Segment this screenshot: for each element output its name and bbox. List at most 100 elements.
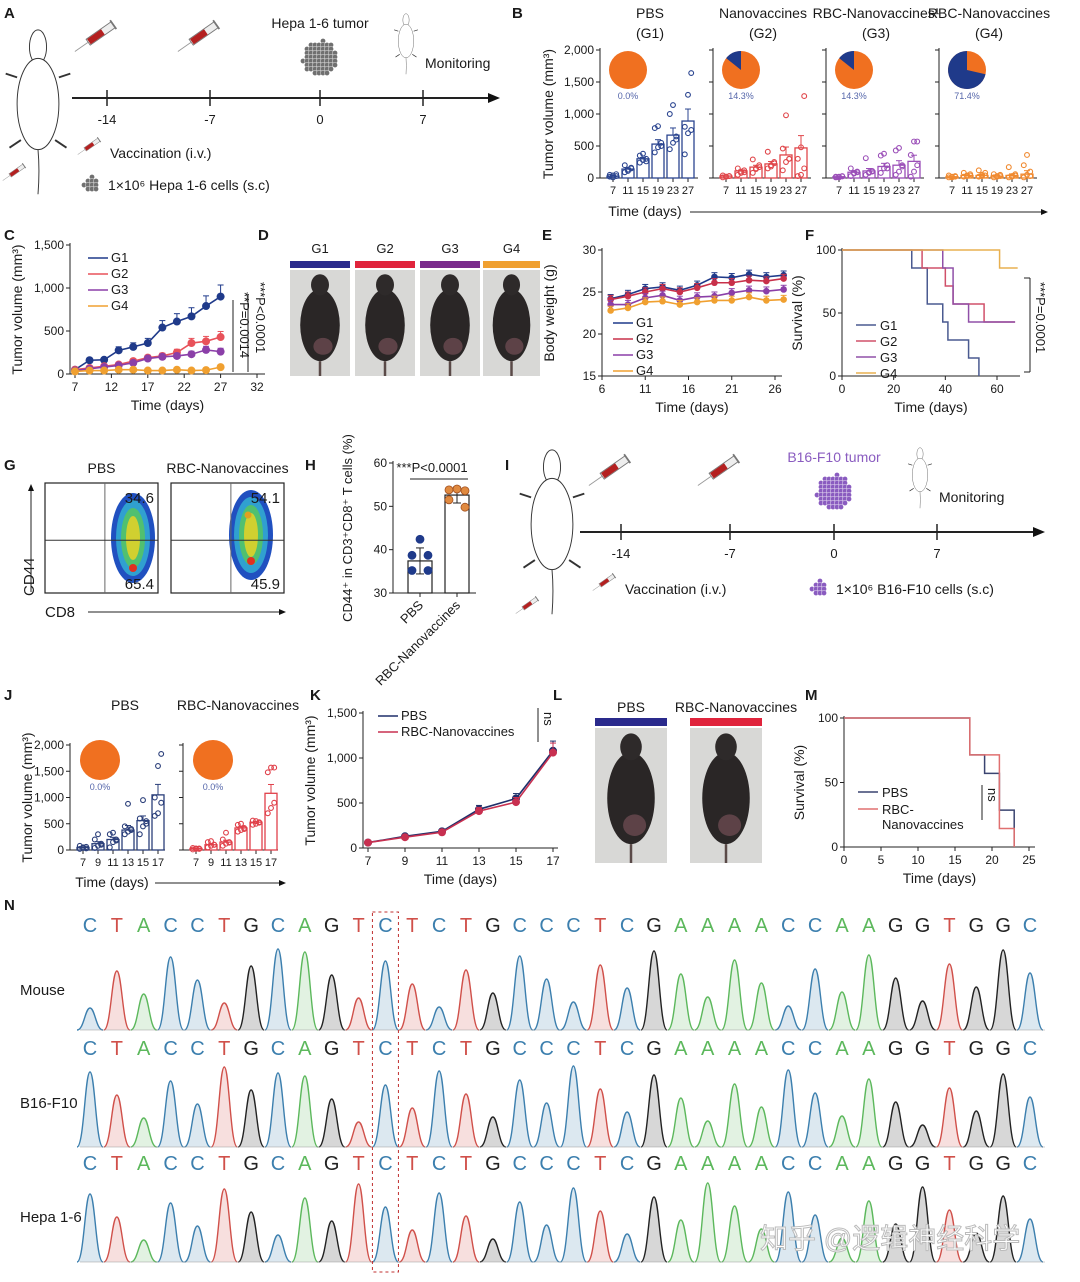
data-point bbox=[624, 304, 632, 312]
data-point bbox=[158, 366, 167, 375]
legend-label: G3 bbox=[880, 350, 897, 365]
chromatogram-peak bbox=[318, 974, 346, 1031]
syringe-needle bbox=[2, 175, 11, 181]
data-point bbox=[666, 146, 673, 153]
syringe-plunger bbox=[732, 453, 741, 464]
data-point bbox=[238, 820, 244, 827]
data-point bbox=[158, 799, 165, 806]
mouse-paw bbox=[568, 559, 582, 569]
base-call-A: A bbox=[298, 1153, 312, 1175]
base-call-T: T bbox=[218, 1153, 230, 1175]
base-call-C: C bbox=[271, 1038, 285, 1060]
K-y-tick-label: 0 bbox=[350, 841, 357, 855]
base-call-G: G bbox=[646, 915, 662, 937]
syringe-icon bbox=[2, 162, 27, 181]
data-point bbox=[794, 155, 801, 162]
chromatogram-peak bbox=[935, 963, 964, 1031]
base-call-T: T bbox=[352, 1038, 364, 1060]
chromatogram-peak bbox=[586, 964, 614, 1031]
base-call-G: G bbox=[915, 1153, 931, 1175]
data-point bbox=[208, 838, 214, 845]
data-point bbox=[151, 794, 158, 801]
chromatogram-peak bbox=[425, 1192, 453, 1263]
sequence-row-label: Mouse bbox=[20, 982, 65, 999]
chromatogram-peak bbox=[1016, 1096, 1044, 1148]
data-point bbox=[223, 829, 229, 836]
group-title: PBS bbox=[636, 5, 664, 21]
base-call-G: G bbox=[324, 1038, 340, 1060]
chromatogram-peak bbox=[371, 960, 400, 1031]
x-tick-label: 15 bbox=[863, 185, 875, 197]
data-point bbox=[658, 143, 665, 149]
data-point bbox=[745, 287, 753, 294]
legend-label: G3 bbox=[111, 282, 128, 297]
chromatogram-peak bbox=[882, 1101, 910, 1148]
base-call-T: T bbox=[460, 1153, 472, 1175]
group-title: PBS bbox=[111, 697, 139, 713]
F-x-tick-label: 20 bbox=[887, 382, 901, 396]
data-point bbox=[911, 138, 917, 145]
x-axis-label: Time (days) bbox=[75, 874, 148, 890]
mouse-photo bbox=[595, 728, 667, 863]
tumor-region bbox=[313, 337, 333, 355]
group-subtitle: (G4) bbox=[975, 25, 1003, 41]
base-call-G: G bbox=[969, 915, 985, 937]
mouse-paw bbox=[412, 54, 417, 58]
x-tick-label: 11 bbox=[961, 185, 972, 197]
data-point bbox=[114, 365, 123, 374]
data-point bbox=[1024, 152, 1030, 158]
data-point bbox=[911, 168, 917, 175]
data-point bbox=[100, 355, 109, 364]
group-label: G3 bbox=[441, 241, 458, 256]
chromatogram-peak bbox=[210, 1066, 238, 1148]
base-call-A: A bbox=[835, 1038, 849, 1060]
survival-curve-G3 bbox=[842, 249, 1016, 323]
data-point bbox=[423, 566, 433, 575]
syringe-needle bbox=[697, 475, 712, 486]
highlight-box bbox=[371, 911, 399, 1273]
data-point bbox=[896, 144, 902, 151]
chromatogram-peak bbox=[882, 977, 910, 1031]
base-call-A: A bbox=[674, 915, 688, 937]
base-call-C: C bbox=[432, 915, 446, 937]
data-point bbox=[460, 486, 470, 496]
mouse-paw bbox=[926, 488, 931, 492]
pie-tumor-free-slice bbox=[839, 51, 854, 70]
legend-label: G1 bbox=[111, 250, 128, 265]
chromatogram-peak bbox=[130, 1117, 158, 1148]
data-point bbox=[945, 174, 952, 181]
base-call-C: C bbox=[378, 1153, 392, 1175]
chromatogram-peak bbox=[103, 1216, 131, 1263]
chromatogram-peak bbox=[371, 1206, 400, 1263]
data-point bbox=[264, 810, 271, 817]
data-point bbox=[253, 820, 259, 827]
mouse-photo bbox=[690, 728, 762, 863]
C-y-tick-label: 500 bbox=[44, 324, 64, 338]
base-call-T: T bbox=[460, 1038, 472, 1060]
legend-label: RBC-Nanovaccines bbox=[401, 724, 515, 739]
x-tick-label: 27 bbox=[908, 185, 920, 197]
tumor-cell bbox=[838, 504, 844, 510]
data-point bbox=[125, 800, 131, 807]
data-point bbox=[764, 148, 771, 155]
data-point bbox=[106, 831, 113, 838]
chromatogram-peak bbox=[130, 993, 158, 1031]
chromatogram-peak bbox=[345, 1121, 372, 1148]
tumor-cell bbox=[846, 496, 852, 502]
chromatogram-peak bbox=[855, 1078, 883, 1148]
data-point bbox=[158, 352, 167, 361]
base-call-G: G bbox=[324, 1153, 340, 1175]
base-call-A: A bbox=[298, 915, 312, 937]
J-g0-y-tick-label: 1,500 bbox=[34, 764, 64, 778]
data-point bbox=[832, 173, 839, 180]
base-call-T: T bbox=[111, 1153, 123, 1175]
syringe-fluid bbox=[601, 463, 619, 479]
base-call-C: C bbox=[620, 915, 634, 937]
tumor-legend-icon bbox=[809, 578, 827, 596]
chromatogram-peak bbox=[156, 1080, 185, 1148]
syringe-plunger bbox=[611, 572, 617, 579]
syringe-needle bbox=[592, 585, 601, 591]
data-point bbox=[763, 277, 770, 285]
data-point bbox=[253, 818, 259, 825]
flow-plot-title: PBS bbox=[87, 460, 115, 476]
